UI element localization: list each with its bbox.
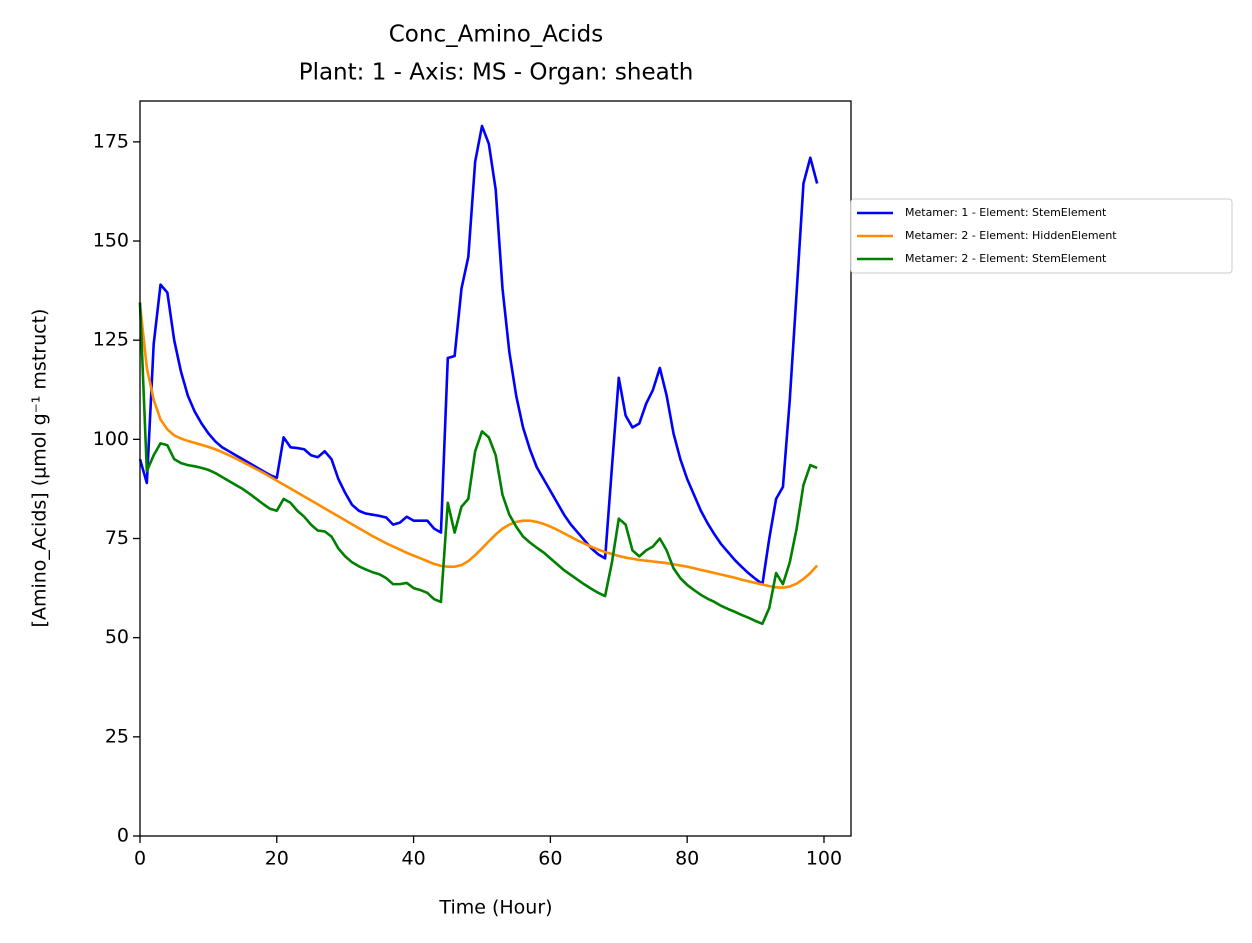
x-axis-label: Time (Hour): [438, 897, 552, 919]
y-tick-label: 75: [105, 527, 129, 549]
x-tick-label: 40: [401, 848, 425, 870]
y-tick-label: 25: [105, 725, 129, 747]
y-tick-label: 125: [93, 329, 129, 351]
series-line: [138, 304, 819, 589]
legend-label: Metamer: 2 - Element: HiddenElement: [905, 229, 1117, 242]
y-tick-label: 100: [93, 428, 129, 450]
series-line: [138, 124, 819, 586]
y-tick-label: 0: [117, 825, 129, 847]
y-axis-label: [Amino_Acids] (µmol g⁻¹ mstruct): [29, 309, 51, 628]
x-tick-label: 100: [806, 848, 842, 870]
series-line: [138, 302, 818, 626]
legend-label: Metamer: 2 - Element: StemElement: [905, 252, 1107, 265]
x-tick-label: 60: [538, 848, 562, 870]
legend-box: [850, 198, 1233, 274]
chart-subtitle: Plant: 1 - Axis: MS - Organ: sheath: [299, 60, 694, 86]
x-tick-label: 0: [134, 848, 146, 870]
x-tick-label: 80: [675, 848, 699, 870]
legend-label: Metamer: 1 - Element: StemElement: [905, 206, 1107, 219]
plot-frame: [139, 100, 852, 837]
x-tick-label: 20: [265, 848, 289, 870]
y-tick-label: 50: [105, 626, 129, 648]
y-tick-label: 175: [93, 130, 129, 152]
y-tick-label: 150: [93, 230, 129, 252]
chart-title: Conc_Amino_Acids: [389, 22, 603, 48]
